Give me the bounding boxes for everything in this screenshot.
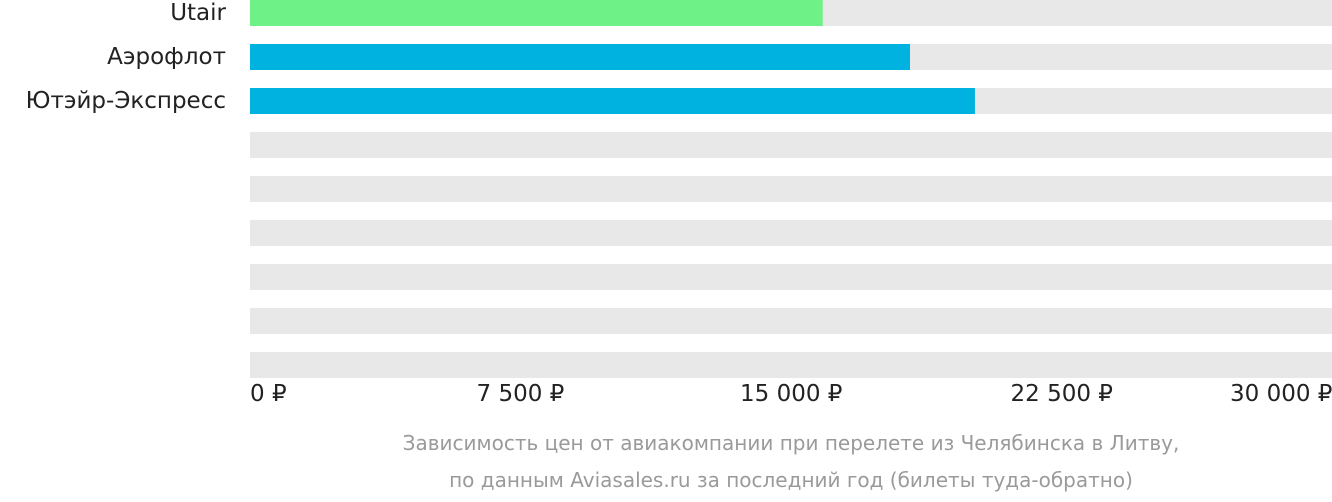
x-tick-label: 22 500 ₽ — [1010, 381, 1113, 407]
bar — [250, 0, 823, 26]
airline-label: Аэрофлот — [107, 44, 226, 70]
bar-track — [250, 220, 1332, 246]
bar-track — [250, 176, 1332, 202]
x-tick-label: 15 000 ₽ — [740, 381, 843, 407]
chart-caption-line-1: Зависимость цен от авиакомпании при пере… — [402, 431, 1180, 455]
chart-caption-line-2: по данным Aviasales.ru за последний год … — [449, 468, 1133, 492]
x-tick-label: 0 ₽ — [250, 381, 287, 407]
airline-label: Utair — [170, 0, 226, 26]
x-tick-label: 7 500 ₽ — [476, 381, 565, 407]
bar — [250, 88, 975, 114]
bar-track — [250, 352, 1332, 378]
bar-track — [250, 308, 1332, 334]
bar-track — [250, 132, 1332, 158]
bar — [250, 44, 911, 70]
bar-track — [250, 264, 1332, 290]
airline-label: Ютэйр-Экспресс — [25, 88, 226, 114]
x-tick-label: 30 000 ₽ — [1230, 381, 1332, 407]
